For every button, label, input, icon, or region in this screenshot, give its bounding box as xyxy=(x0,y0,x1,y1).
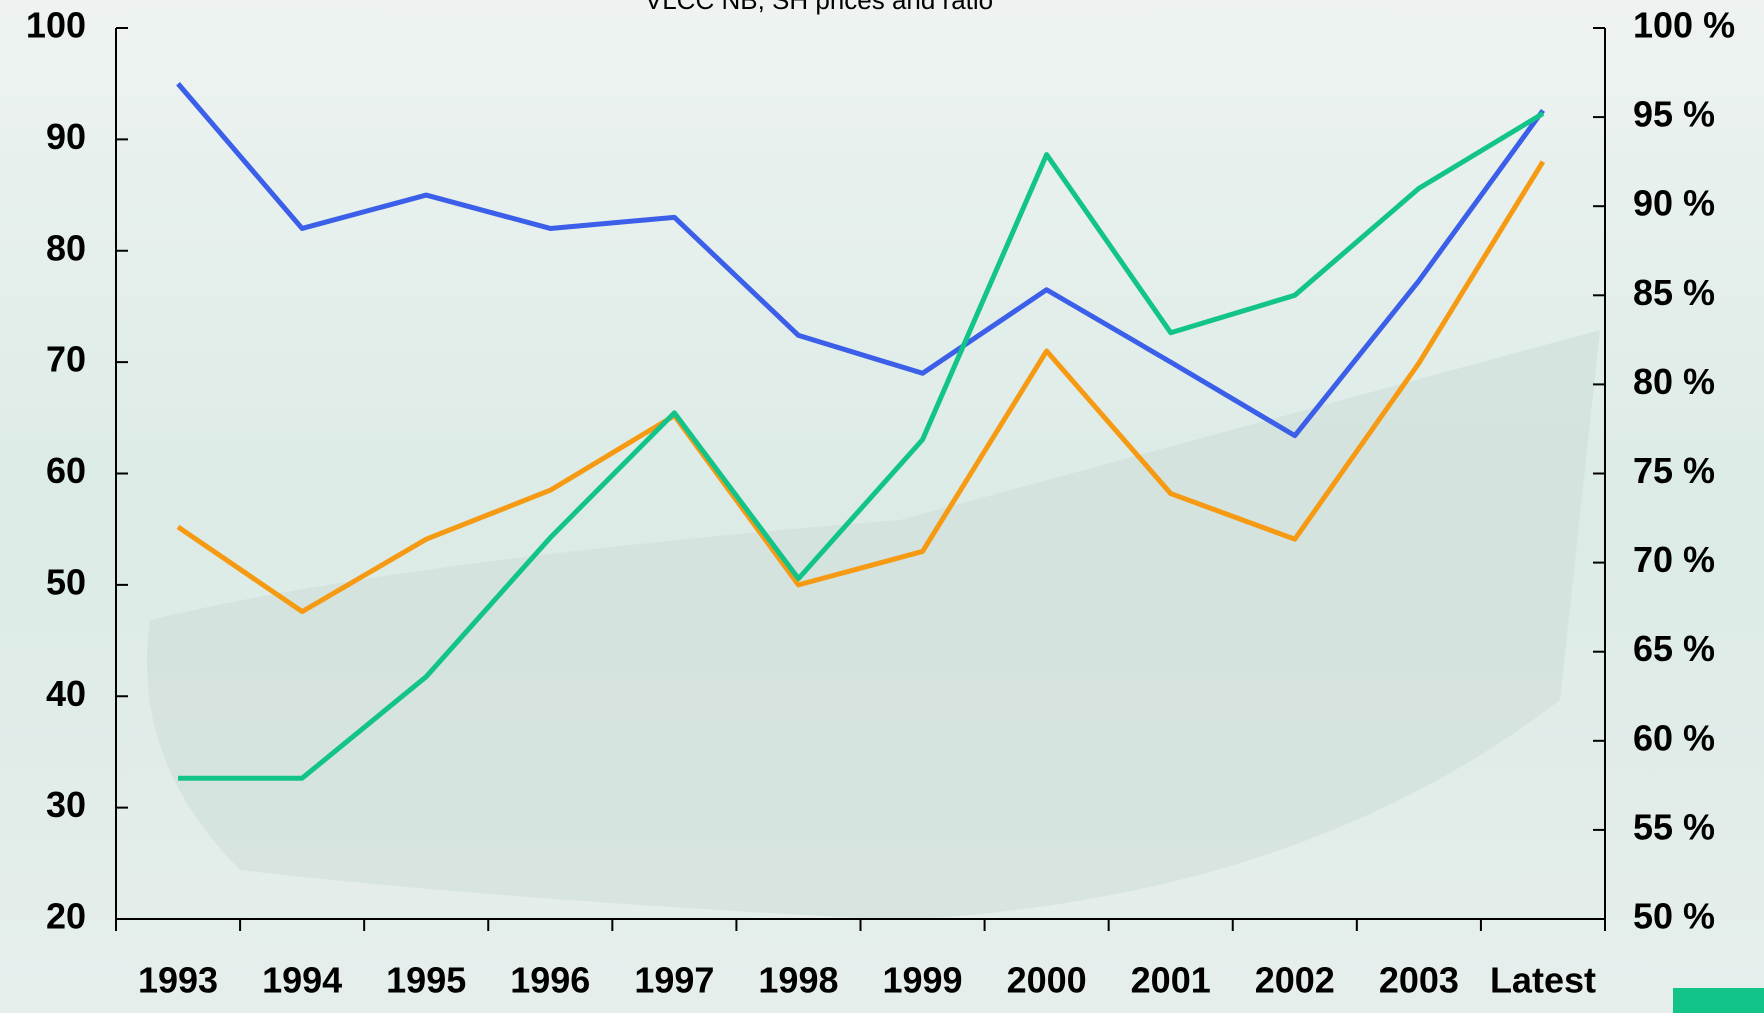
x-tick-label: 1994 xyxy=(262,960,342,1001)
y2-tick-label: 80 % xyxy=(1633,361,1715,402)
y2-tick-label: 55 % xyxy=(1633,806,1715,847)
y2-tick-label: 100 % xyxy=(1633,5,1735,46)
x-tick-label: 1996 xyxy=(510,960,590,1001)
y-tick-label: 100 xyxy=(26,5,86,46)
x-tick-label: 2003 xyxy=(1379,960,1459,1001)
series-line xyxy=(176,160,1546,615)
corner-block xyxy=(1673,988,1764,1013)
y-tick-label: 40 xyxy=(46,673,86,714)
y-tick-label: 30 xyxy=(46,784,86,825)
x-tick-label: 1997 xyxy=(634,960,714,1001)
x-tick-label: 1995 xyxy=(386,960,466,1001)
y2-tick-label: 60 % xyxy=(1633,717,1715,758)
x-tick-label: Latest xyxy=(1490,960,1596,1001)
y-tick-label: 70 xyxy=(46,339,86,380)
y-tick-label: 20 xyxy=(46,896,86,937)
y-tick-label: 60 xyxy=(46,450,86,491)
x-tick-label: 1999 xyxy=(882,960,962,1001)
y2-tick-label: 95 % xyxy=(1633,94,1715,135)
y-tick-label: 50 xyxy=(46,561,86,602)
y2-tick-label: 75 % xyxy=(1633,450,1715,491)
x-tick-label: 2001 xyxy=(1131,960,1211,1001)
y-tick-label: 90 xyxy=(46,116,86,157)
x-tick-label: 1998 xyxy=(758,960,838,1001)
y-tick-label: 80 xyxy=(46,227,86,268)
ship-silhouette xyxy=(146,330,1600,920)
y2-tick-label: 65 % xyxy=(1633,628,1715,669)
y2-tick-label: 85 % xyxy=(1633,272,1715,313)
series-line xyxy=(176,82,1545,439)
x-tick-label: 2002 xyxy=(1255,960,1335,1001)
chart-title: VLCC NB, SH prices and ratio xyxy=(645,0,993,15)
x-tick-label: 2000 xyxy=(1007,960,1087,1001)
y2-tick-label: 70 % xyxy=(1633,539,1715,580)
y2-tick-label: 50 % xyxy=(1633,896,1715,937)
x-tick-label: 1993 xyxy=(138,960,218,1001)
series-line xyxy=(178,111,1545,781)
y2-tick-label: 90 % xyxy=(1633,183,1715,224)
